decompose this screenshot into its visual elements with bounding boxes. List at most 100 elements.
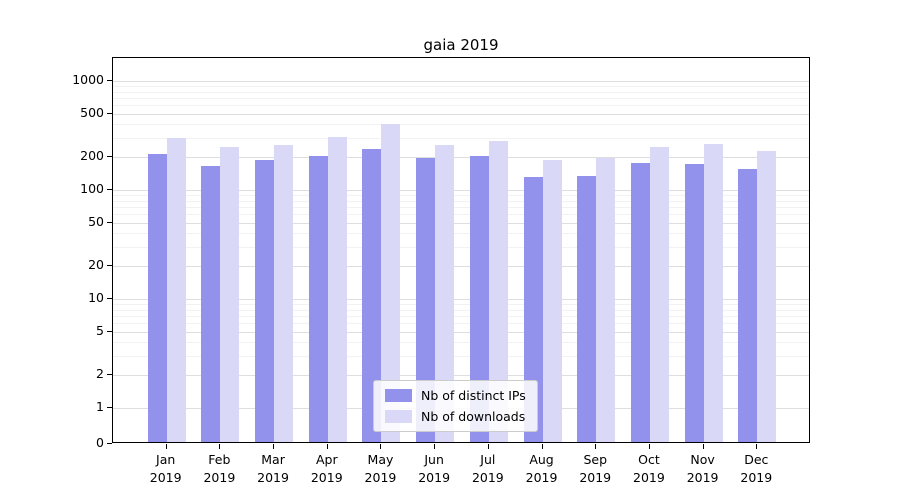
bar-downloads bbox=[757, 150, 777, 442]
x-tick-label: Feb 2019 bbox=[203, 452, 236, 486]
x-tick-label: May 2019 bbox=[364, 452, 397, 486]
x-tick-label: Jan 2019 bbox=[149, 452, 182, 486]
gridline-major bbox=[113, 331, 809, 333]
bar-distinct-ips bbox=[362, 148, 382, 442]
x-tick-mark bbox=[165, 444, 167, 449]
gridline-minor bbox=[113, 137, 809, 139]
bar-downloads bbox=[274, 144, 294, 442]
gridline-major bbox=[113, 157, 809, 159]
y-tick-label: 1000 bbox=[72, 72, 104, 87]
bar-distinct-ips bbox=[630, 162, 650, 442]
bar-distinct-ips bbox=[684, 164, 704, 442]
x-tick-mark bbox=[702, 444, 704, 449]
gridline-minor bbox=[113, 200, 809, 202]
x-tick-mark bbox=[434, 444, 436, 449]
bar-distinct-ips bbox=[201, 165, 221, 442]
bar-downloads bbox=[166, 137, 186, 442]
bar-distinct-ips bbox=[416, 157, 436, 442]
gridline-major bbox=[113, 81, 809, 82]
gridline-minor bbox=[113, 355, 809, 357]
x-tick-mark bbox=[219, 444, 221, 449]
y-tick-mark bbox=[107, 156, 112, 158]
gridline-minor bbox=[113, 194, 809, 196]
y-tick-mark bbox=[107, 221, 112, 223]
y-tick-label: 10 bbox=[88, 290, 104, 305]
chart-title: gaia 2019 bbox=[423, 36, 499, 54]
x-tick-mark bbox=[487, 444, 489, 449]
y-tick-mark bbox=[107, 374, 112, 376]
x-tick-mark bbox=[756, 444, 758, 449]
x-tick-mark bbox=[273, 444, 275, 449]
bar-downloads bbox=[220, 146, 240, 442]
gridline-minor bbox=[113, 91, 809, 93]
bar-distinct-ips bbox=[577, 175, 597, 442]
gridline-minor bbox=[113, 105, 809, 107]
x-tick-label: Oct 2019 bbox=[633, 452, 665, 486]
legend: Nb of distinct IPs Nb of downloads bbox=[373, 380, 538, 432]
x-tick-label: Jul 2019 bbox=[471, 452, 504, 486]
legend-item-downloads: Nb of downloads bbox=[385, 409, 526, 424]
y-tick-label: 50 bbox=[88, 213, 104, 229]
y-tick-mark bbox=[107, 407, 112, 408]
gridline-minor bbox=[113, 342, 809, 344]
bar-distinct-ips bbox=[308, 156, 328, 442]
gridline-minor bbox=[113, 303, 809, 305]
x-tick-label: Mar 2019 bbox=[257, 452, 289, 486]
bar-downloads bbox=[488, 140, 508, 442]
x-tick-mark bbox=[380, 444, 382, 449]
y-tick-label: 5 bbox=[96, 322, 104, 338]
legend-swatch-downloads bbox=[385, 410, 412, 423]
bar-downloads bbox=[381, 124, 401, 442]
gridline-minor bbox=[113, 214, 809, 216]
x-tick-label: Dec 2019 bbox=[740, 452, 773, 486]
gridline-major bbox=[113, 190, 809, 191]
gridline-minor bbox=[113, 124, 809, 126]
x-tick-label: Apr 2019 bbox=[310, 452, 343, 486]
x-tick-mark bbox=[326, 444, 328, 449]
bar-downloads bbox=[435, 144, 455, 442]
gridline-major bbox=[113, 266, 809, 268]
y-tick-mark bbox=[107, 80, 112, 81]
y-tick-label: 20 bbox=[88, 257, 104, 273]
bar-distinct-ips bbox=[738, 168, 758, 442]
y-tick-label: 2 bbox=[96, 366, 104, 382]
bar-downloads bbox=[542, 160, 562, 442]
legend-label-downloads: Nb of downloads bbox=[421, 409, 526, 424]
y-tick-mark bbox=[107, 265, 112, 267]
gridline-minor bbox=[113, 246, 809, 248]
plot-area: Nb of distinct IPs Nb of downloads bbox=[112, 57, 810, 443]
y-tick-mark bbox=[107, 189, 112, 190]
gridline-minor bbox=[113, 315, 809, 317]
y-tick-label: 200 bbox=[80, 148, 104, 164]
x-tick-label: Aug 2019 bbox=[525, 452, 558, 486]
y-tick-mark bbox=[107, 112, 112, 114]
legend-label-distinct-ips: Nb of distinct IPs bbox=[421, 388, 526, 403]
y-tick-label: 100 bbox=[80, 181, 104, 196]
bar-downloads bbox=[327, 136, 347, 442]
gridline-minor bbox=[113, 233, 809, 235]
y-tick-mark bbox=[107, 298, 112, 299]
gridline-major bbox=[113, 113, 809, 115]
gridline-minor bbox=[113, 309, 809, 311]
bar-downloads bbox=[596, 157, 616, 442]
y-tick-mark bbox=[107, 443, 112, 444]
x-tick-mark bbox=[648, 444, 650, 449]
x-tick-mark bbox=[541, 444, 543, 449]
bar-downloads bbox=[649, 146, 669, 442]
bar-distinct-ips bbox=[255, 160, 275, 442]
gridline-minor bbox=[113, 323, 809, 325]
x-tick-label: Nov 2019 bbox=[686, 452, 719, 486]
bar-downloads bbox=[703, 143, 723, 442]
gridline-major bbox=[113, 299, 809, 300]
bar-distinct-ips bbox=[469, 156, 489, 442]
bar-distinct-ips bbox=[523, 177, 543, 442]
bar-distinct-ips bbox=[147, 154, 167, 442]
gridline-minor bbox=[113, 206, 809, 208]
x-tick-label: Sep 2019 bbox=[579, 452, 612, 486]
legend-item-distinct-ips: Nb of distinct IPs bbox=[385, 388, 526, 403]
x-tick-mark bbox=[595, 444, 597, 449]
y-tick-mark bbox=[107, 330, 112, 332]
gridline-major bbox=[113, 375, 809, 377]
x-tick-label: Jun 2019 bbox=[418, 452, 451, 486]
